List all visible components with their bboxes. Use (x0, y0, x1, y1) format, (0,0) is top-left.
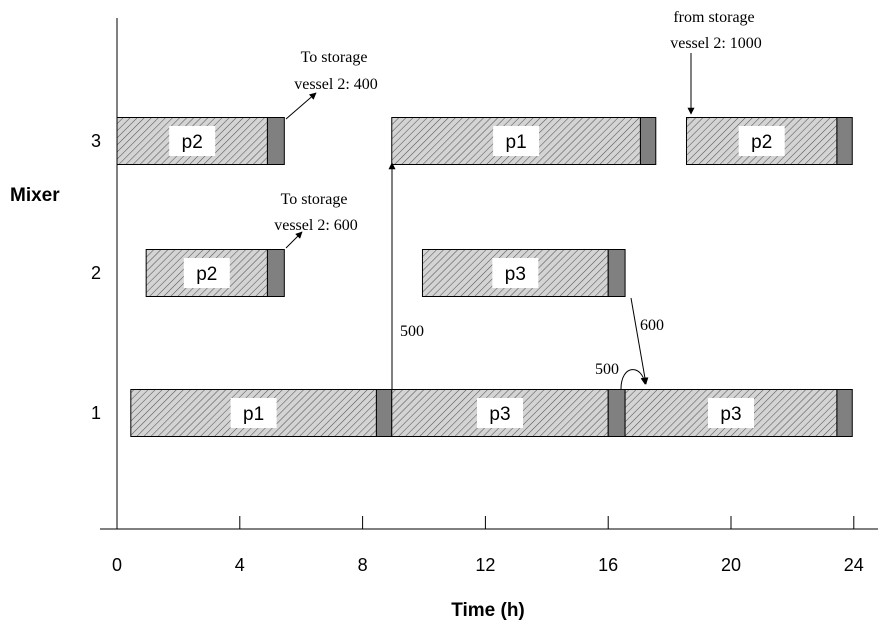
arrow-transfer-500-loop (620, 369, 648, 390)
task-bar-p2: p2 (685, 117, 853, 165)
task-label: p3 (720, 404, 741, 425)
task-label-background (708, 398, 754, 428)
task-label: p3 (505, 264, 526, 285)
arrow-to-storage-600 (285, 231, 303, 249)
task-bar-cleaning (607, 249, 626, 297)
task-bar-p1: p1 (130, 389, 393, 437)
task-label-background (183, 258, 230, 288)
x-tick-label: 12 (475, 555, 495, 575)
task-bar-p3: p3 (391, 389, 626, 437)
task-bar-cleaning (375, 389, 393, 437)
x-tick-group: 0 4 8 12 16 20 24 (112, 516, 864, 575)
y-axis-label: Mixer (10, 185, 60, 206)
annotation-from-storage-1000: from storage vessel 2: 1000 (670, 9, 762, 52)
task-label-background (476, 398, 523, 428)
x-tick-label: 8 (358, 555, 368, 575)
task-label-background (738, 126, 785, 156)
task-label-background (493, 126, 540, 156)
x-tick-label: 20 (721, 555, 741, 575)
task-bar-p2: p2 (116, 117, 285, 165)
x-tick-label: 4 (235, 555, 245, 575)
arrow-transfer-600 (630, 297, 649, 385)
task-label-background (169, 126, 216, 156)
task-bar-cleaning (639, 117, 657, 165)
task-label: p3 (489, 404, 510, 425)
task-bar-cleaning (836, 389, 853, 437)
y-tick-label: 3 (91, 131, 101, 151)
x-axis-label: Time (h) (451, 600, 525, 621)
task-label: p1 (243, 404, 264, 425)
y-tick-label: 2 (91, 263, 101, 283)
annotation-to-storage-400: To storage vessel 2: 400 (294, 49, 378, 93)
annotation-transfer-500-loop: 500 (595, 361, 619, 378)
task-label: p2 (751, 132, 772, 153)
task-label: p2 (182, 132, 203, 153)
task-label-background (492, 258, 539, 288)
task-bar-p2: p2 (145, 249, 285, 297)
x-tick-label: 16 (598, 555, 618, 575)
task-bar-cleaning (836, 117, 853, 165)
task-bar-cleaning (266, 117, 285, 165)
task-bar-cleaning (266, 249, 285, 297)
x-tick-label: 24 (844, 555, 864, 575)
task-bar-cleaning (607, 389, 626, 437)
annotation-transfer-500-vertical: 500 (400, 323, 424, 340)
y-tick-label: 1 (91, 403, 101, 423)
task-bar-p3: p3 (624, 389, 853, 437)
task-bar-p1: p1 (391, 117, 657, 165)
task-bar-p3: p3 (421, 249, 626, 297)
task-bar-group: p2 p1 p2 p2 p3 p1 p3 p3 (116, 117, 853, 437)
task-label: p1 (506, 132, 527, 153)
task-label: p2 (196, 264, 217, 285)
x-tick-label: 0 (112, 555, 122, 575)
annotation-transfer-600: 600 (640, 317, 664, 334)
y-tick-group: 1 2 3 (91, 131, 101, 423)
annotation-to-storage-600: To storage vessel 2: 600 (274, 191, 358, 234)
arrow-to-storage-400 (285, 92, 317, 120)
task-label-background (230, 398, 277, 428)
